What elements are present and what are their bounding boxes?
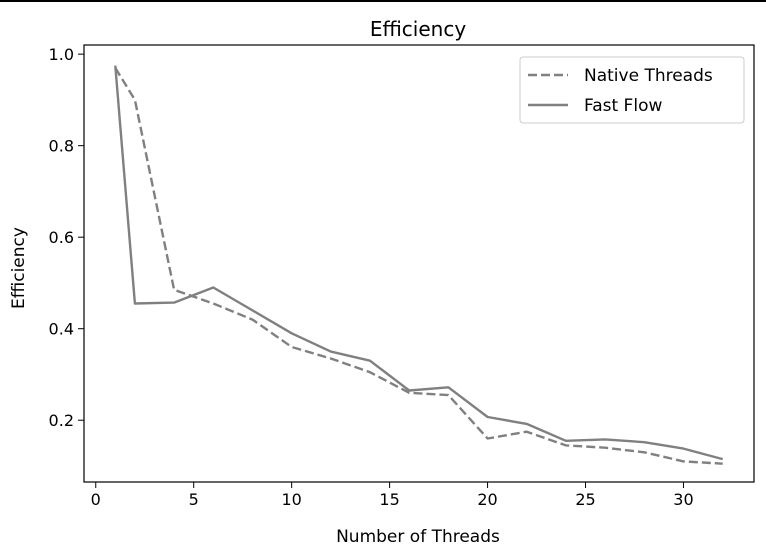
legend: Native Threads Fast Flow bbox=[519, 56, 745, 124]
legend-native-threads-label: Native Threads bbox=[584, 66, 713, 86]
y-tick-label: 0.4 bbox=[49, 320, 74, 339]
legend-frame bbox=[519, 56, 745, 124]
y-tick-label: 0.2 bbox=[49, 411, 74, 430]
x-tick-label: 5 bbox=[189, 490, 199, 509]
y-tick-label: 0.6 bbox=[49, 228, 74, 247]
x-tick-label: 15 bbox=[379, 490, 399, 509]
x-tick-label: 20 bbox=[477, 490, 497, 509]
fast-flow-line bbox=[114, 65, 724, 461]
x-tick-label: 30 bbox=[673, 490, 693, 509]
legend-fast-flow-label: Fast Flow bbox=[584, 96, 662, 116]
x-tick-label: 25 bbox=[575, 490, 595, 509]
y-tick-label: 1.0 bbox=[49, 45, 74, 64]
chart-title: Efficiency bbox=[370, 17, 467, 41]
x-tick-label: 10 bbox=[281, 490, 301, 509]
x-axis-label: Number of Threads bbox=[336, 527, 500, 547]
y-tick-label: 0.8 bbox=[49, 137, 74, 156]
top-border bbox=[0, 0, 766, 2]
native-threads-line bbox=[114, 67, 723, 465]
y-axis-label: Efficiency bbox=[9, 227, 29, 309]
x-tick-label: 0 bbox=[91, 490, 101, 509]
